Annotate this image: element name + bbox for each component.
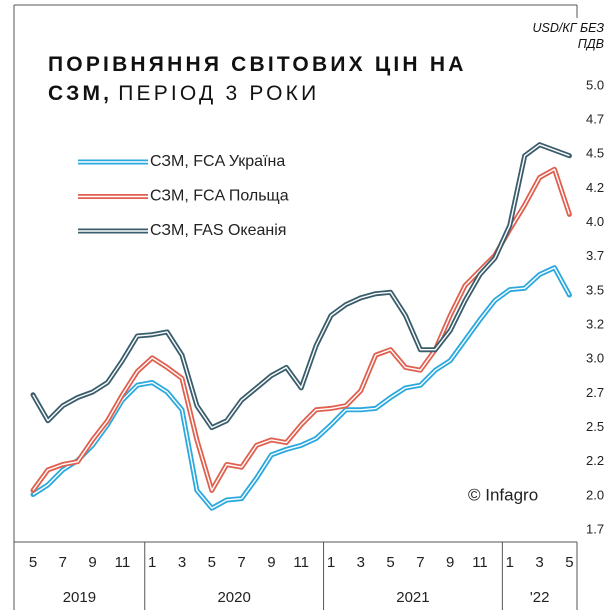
y-tick-label: 2.2 [586, 453, 604, 468]
x-tick-label: 11 [115, 554, 131, 571]
y-axis-label: USD/КГ БЕЗ ПДВ [532, 21, 604, 51]
series-line-highlight [32, 168, 571, 492]
x-tick-label: 3 [357, 554, 365, 571]
legend-label: СЗМ, FCA Польща [150, 188, 289, 205]
y-tick-label: 3.7 [586, 248, 604, 263]
x-tick-label: 7 [59, 554, 67, 571]
annotation: © Infagro [468, 485, 538, 504]
x-tick-label: 1 [506, 554, 514, 571]
y-tick-label: 3.5 [586, 282, 604, 297]
x-tick-label: 1 [148, 554, 156, 571]
y-tick-label: 5.0 [586, 77, 604, 92]
chart-subtitle: ПЕРІОД 3 РОКИ [118, 82, 320, 105]
x-tick-label: 3 [535, 554, 543, 571]
series-line [30, 166, 572, 493]
y-tick-label: 1.7 [586, 521, 604, 536]
y-tick-label: 2.0 [586, 487, 604, 502]
frame [13, 4, 578, 610]
x-tick-label: 5 [565, 554, 573, 571]
x-tick-label: 1 [327, 554, 335, 571]
x-tick-label: 11 [293, 554, 309, 571]
y-tick-label: 4.2 [586, 180, 604, 195]
x-group-label: 2020 [217, 589, 250, 606]
x-tick-label: 9 [88, 554, 96, 571]
legend-label: СЗМ, FCA Україна [150, 153, 285, 170]
y-tick-label: 4.7 [586, 112, 604, 127]
x-tick-label: 5 [208, 554, 216, 571]
x-group-label: 2021 [396, 589, 429, 606]
x-tick-label: 7 [237, 554, 245, 571]
x-group-label: 2019 [63, 589, 96, 606]
x-group-label: '22 [530, 589, 550, 606]
y-tick-label: 4.5 [586, 146, 604, 161]
y-tick-label: 2.7 [586, 385, 604, 400]
x-tick-label: 5 [386, 554, 394, 571]
legend-label: СЗМ, FAS Океанія [150, 222, 286, 239]
y-tick-label: 3.2 [586, 317, 604, 332]
x-tick-label: 9 [267, 554, 275, 571]
y-tick-label: 4.0 [586, 214, 604, 229]
series-line-highlight [32, 267, 571, 509]
series-line-highlight [32, 144, 570, 429]
x-tick-label: 3 [178, 554, 186, 571]
x-tick-label: 7 [416, 554, 424, 571]
x-tick-label: 11 [472, 554, 488, 571]
y-tick-label: 3.0 [586, 351, 604, 366]
chart-title-block: ПОРІВНЯННЯ СВІТОВИХ ЦІН НА СЗМ, ПЕРІОД 3 … [48, 50, 518, 108]
series-line [30, 142, 572, 431]
y-tick-label: 2.5 [586, 419, 604, 434]
x-tick-label: 9 [446, 554, 454, 571]
chart-title: ПОРІВНЯННЯ СВІТОВИХ ЦІН НА СЗМ, [48, 53, 467, 105]
x-tick-label: 5 [29, 554, 37, 571]
